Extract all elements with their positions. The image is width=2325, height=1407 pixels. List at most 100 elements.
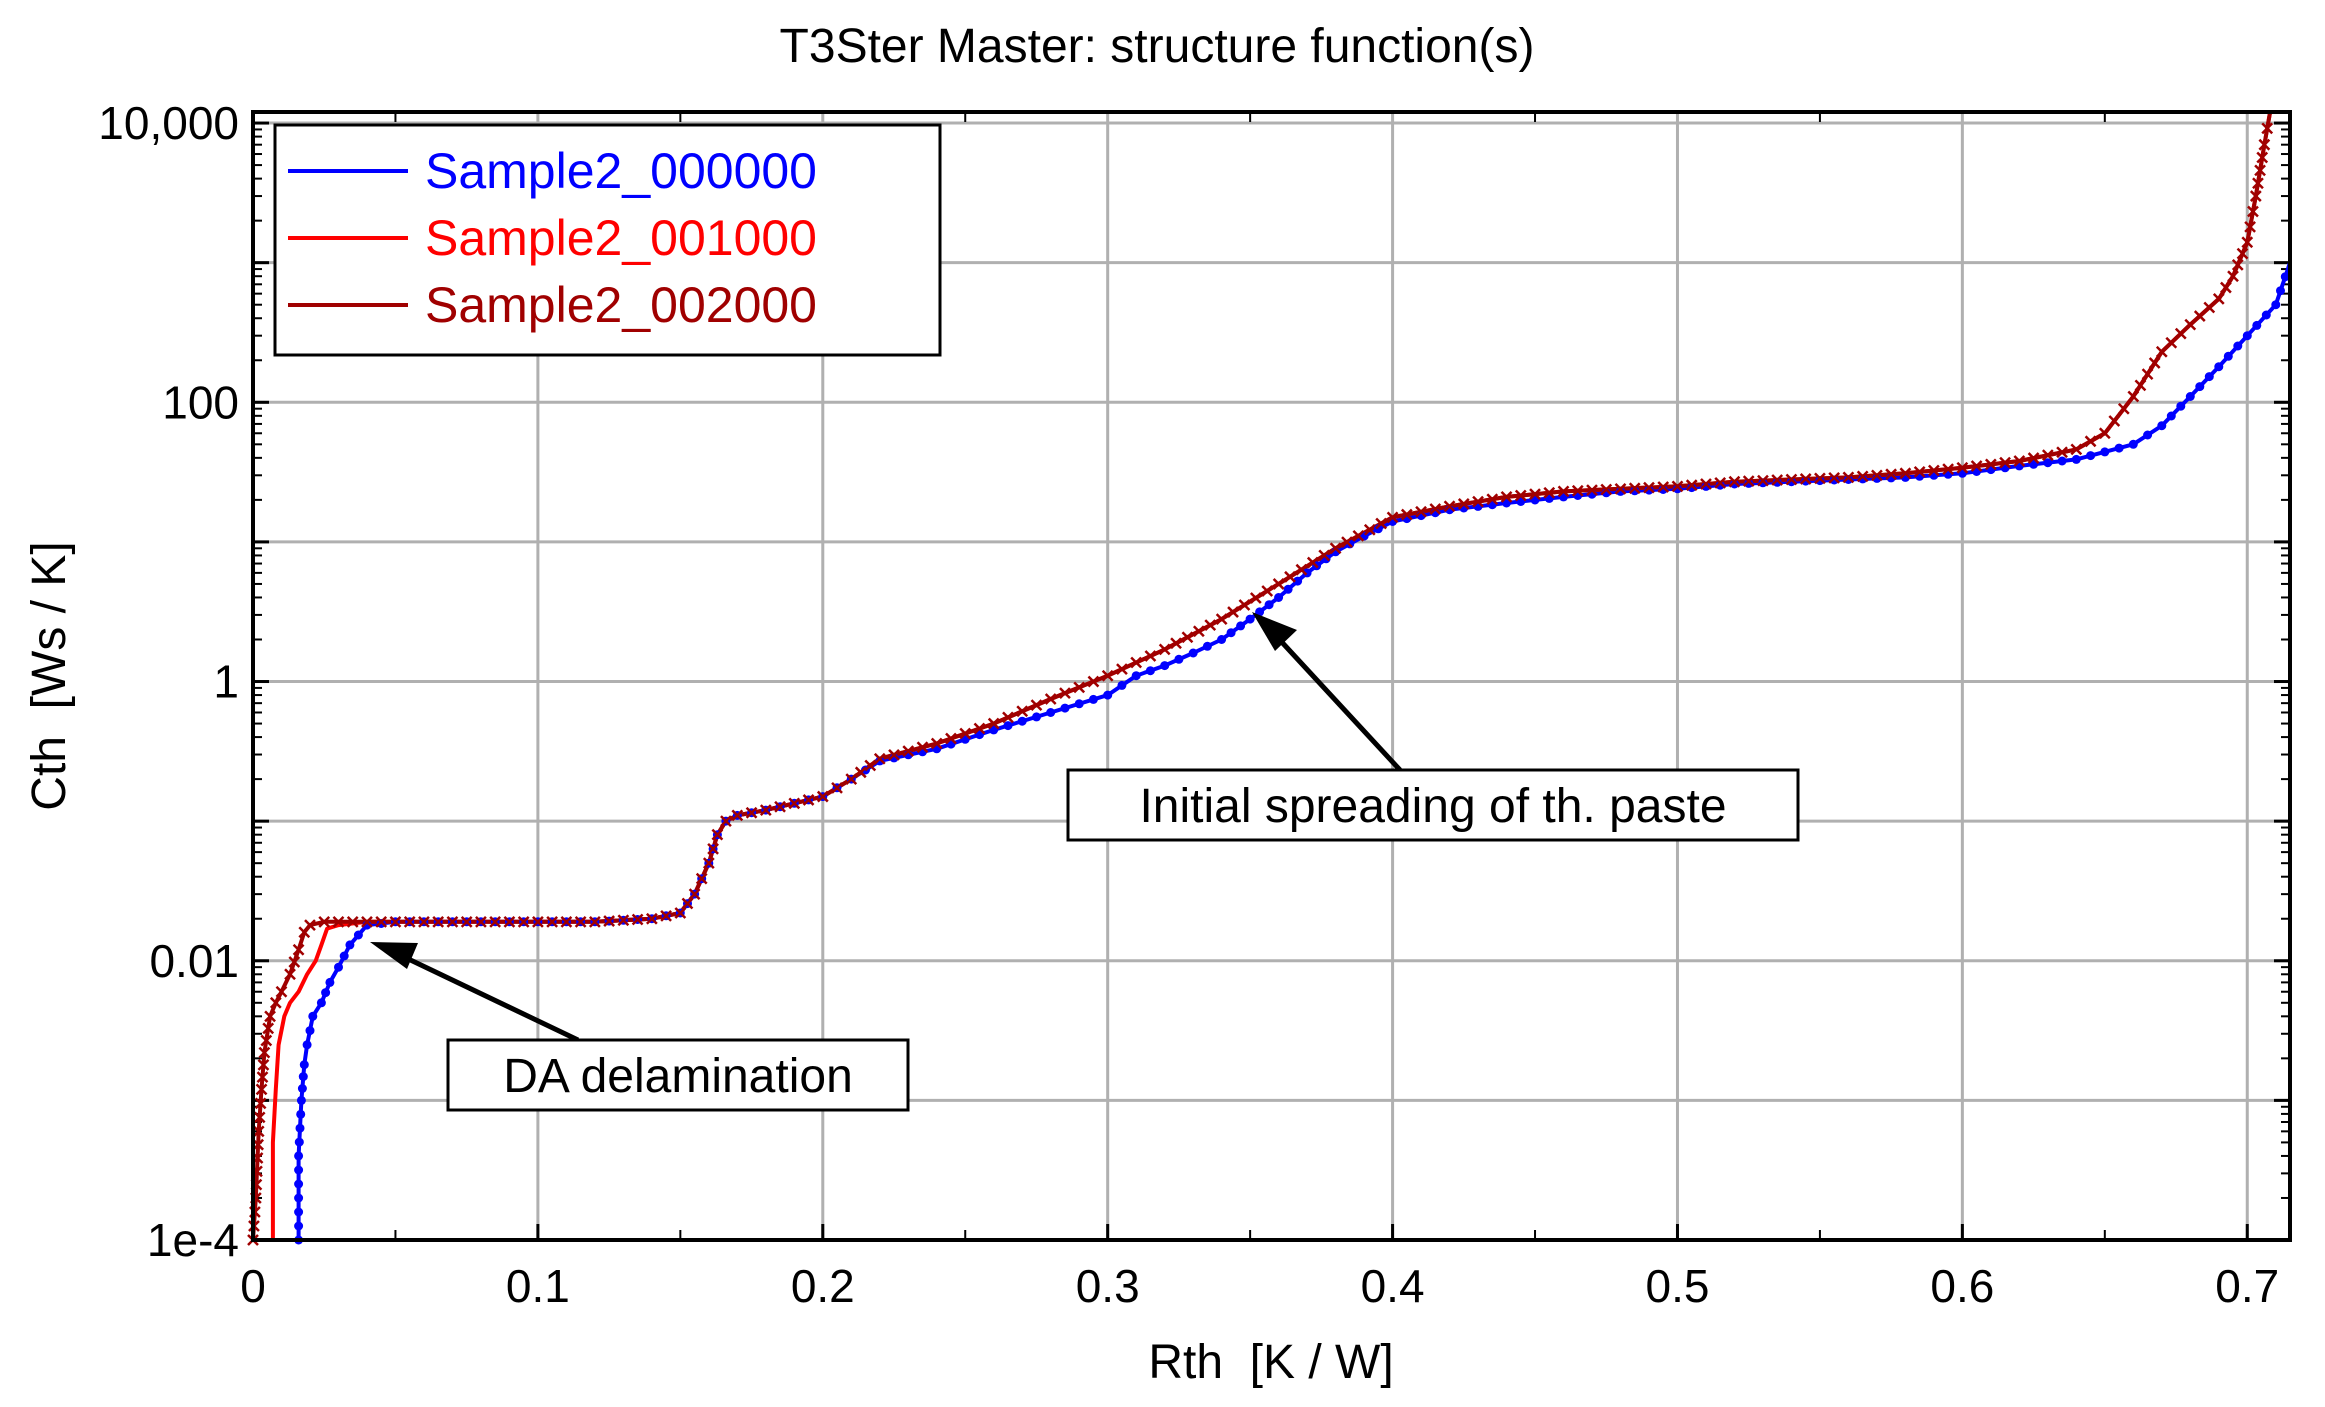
marker-sample2-002000 <box>560 915 573 928</box>
marker-sample2-000000 <box>294 1137 304 1147</box>
marker-sample2-002000 <box>1586 484 1598 496</box>
marker-sample2-000000 <box>1236 621 1246 631</box>
marker-sample2-002000 <box>1073 681 1086 694</box>
marker-sample2-002000 <box>257 1058 270 1071</box>
marker-sample2-000000 <box>1032 712 1041 722</box>
marker-sample2-000000 <box>2071 454 2081 464</box>
marker-sample2-002000 <box>260 1034 273 1047</box>
marker-sample2-002000 <box>2252 177 2264 190</box>
marker-sample2-002000 <box>1628 482 1641 495</box>
marker-sample2-002000 <box>1700 478 1712 490</box>
marker-sample2-002000 <box>284 968 296 981</box>
marker-sample2-002000 <box>2165 336 2178 349</box>
marker-sample2-002000 <box>1341 536 1353 548</box>
y-axis-label: Cth [Ws / K] <box>23 541 76 810</box>
marker-sample2-002000 <box>403 915 416 928</box>
marker-sample2-000000 <box>2143 430 2153 440</box>
marker-sample2-002000 <box>1261 585 1274 597</box>
marker-sample2-000000 <box>2057 456 2067 466</box>
marker-sample2-002000 <box>1742 475 1755 488</box>
marker-sample2-000000 <box>334 962 343 972</box>
marker-sample2-000000 <box>1188 648 1198 658</box>
marker-sample2-002000 <box>1215 613 1228 625</box>
marker-sample2-000000 <box>1264 600 1274 610</box>
marker-sample2-002000 <box>2013 455 2026 467</box>
marker-sample2-002000 <box>973 722 986 735</box>
marker-sample2-002000 <box>645 912 658 925</box>
marker-sample2-002000 <box>1814 472 1826 485</box>
marker-sample2-002000 <box>2174 327 2187 340</box>
marker-sample2-002000 <box>702 857 715 870</box>
marker-sample2-000000 <box>1772 477 1782 487</box>
marker-sample2-002000 <box>2108 415 2121 427</box>
marker-sample2-002000 <box>2254 164 2266 177</box>
marker-sample2-002000 <box>2220 281 2232 294</box>
y-tick-label: 0.01 <box>149 935 239 987</box>
marker-sample2-002000 <box>262 1022 275 1035</box>
marker-sample2-002000 <box>2193 310 2206 322</box>
marker-sample2-002000 <box>288 956 301 968</box>
marker-sample2-002000 <box>255 1083 268 1096</box>
marker-sample2-002000 <box>2070 443 2083 456</box>
marker-sample2-002000 <box>503 915 516 928</box>
marker-sample2-002000 <box>987 717 1000 730</box>
marker-sample2-002000 <box>831 781 843 794</box>
marker-sample2-002000 <box>292 943 305 956</box>
marker-sample2-002000 <box>1984 458 1997 471</box>
x-tick-label: 0.3 <box>1076 1260 1140 1312</box>
marker-sample2-000000 <box>1245 614 1255 624</box>
marker-sample2-000000 <box>2157 421 2167 431</box>
marker-sample2-002000 <box>1657 481 1670 493</box>
marker-sample2-002000 <box>2084 435 2097 448</box>
marker-sample2-000000 <box>2242 331 2252 341</box>
marker-sample2-002000 <box>2249 190 2262 202</box>
marker-sample2-002000 <box>1238 599 1251 611</box>
marker-sample2-000000 <box>1758 478 1768 488</box>
legend-label-sample2-002000: Sample2_002000 <box>425 277 817 333</box>
marker-sample2-000000 <box>1074 699 1084 709</box>
marker-sample2-000000 <box>294 1165 304 1175</box>
marker-sample2-000000 <box>1644 485 1654 495</box>
marker-sample2-002000 <box>2148 357 2161 369</box>
marker-sample2-002000 <box>304 919 316 932</box>
marker-sample2-002000 <box>1785 473 1798 486</box>
marker-sample2-002000 <box>660 909 672 922</box>
marker-sample2-002000 <box>574 915 587 928</box>
marker-sample2-000000 <box>2166 411 2176 421</box>
marker-sample2-002000 <box>532 915 544 928</box>
annotation-arrowhead-initial-spreading <box>1252 612 1297 651</box>
marker-sample2-000000 <box>1293 576 1303 586</box>
marker-sample2-000000 <box>1673 484 1682 494</box>
marker-sample2-002000 <box>1614 482 1627 495</box>
marker-sample2-000000 <box>1283 584 1293 594</box>
marker-sample2-002000 <box>2134 379 2147 392</box>
marker-sample2-000000 <box>353 930 363 940</box>
marker-sample2-002000 <box>517 915 530 928</box>
marker-sample2-000000 <box>2271 300 2281 310</box>
marker-sample2-002000 <box>256 1071 269 1083</box>
marker-sample2-002000 <box>845 773 858 785</box>
x-tick-label: 0.7 <box>2215 1260 2279 1312</box>
marker-sample2-002000 <box>745 806 758 819</box>
marker-sample2-000000 <box>295 1123 305 1133</box>
marker-sample2-000000 <box>1088 694 1098 704</box>
marker-sample2-002000 <box>1002 711 1014 724</box>
marker-sample2-002000 <box>588 915 601 928</box>
marker-sample2-000000 <box>1715 480 1725 490</box>
marker-sample2-000000 <box>1226 628 1236 638</box>
marker-sample2-002000 <box>1571 484 1584 497</box>
annotation-box-da-delamination <box>446 1038 910 1112</box>
y-tick-labels: 1e-4 0.01 1 100 10,000 <box>98 97 239 1266</box>
marker-sample2-000000 <box>875 756 885 766</box>
legend-label-sample2-000000: Sample2_000000 <box>425 143 817 199</box>
marker-sample2-000000 <box>294 1221 304 1231</box>
marker-sample2-002000 <box>802 794 815 806</box>
marker-sample2-002000 <box>1352 530 1365 542</box>
legend-label-sample2-001000: Sample2_001000 <box>425 210 817 266</box>
marker-sample2-000000 <box>1202 641 1212 651</box>
marker-sample2-002000 <box>1842 471 1855 484</box>
marker-sample2-000000 <box>2261 310 2271 320</box>
marker-sample2-002000 <box>1016 705 1029 718</box>
marker-sample2-000000 <box>1801 476 1811 486</box>
